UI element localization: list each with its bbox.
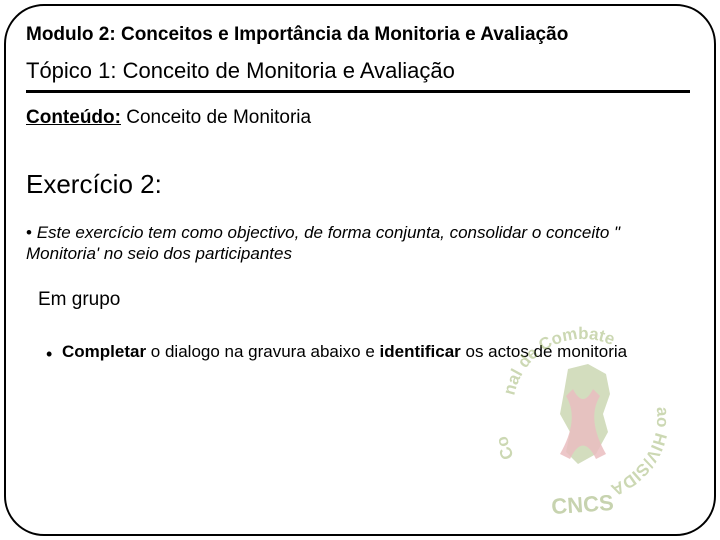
instruction-bold-2: identificar bbox=[380, 342, 461, 361]
arc-text-left: Co bbox=[492, 434, 518, 462]
content-value: Conceito de Monitoria bbox=[121, 107, 311, 128]
instruction-bold-1: Completar bbox=[62, 342, 146, 361]
instruction-end: os actos de monitoria bbox=[461, 342, 627, 361]
exercise-objective: • Este exercício tem como objectivo, de … bbox=[26, 222, 690, 265]
arc-text-right: ao HIV/SIDA bbox=[608, 406, 672, 499]
topic-heading: Tópico 1: Conceito de Monitoria e Avalia… bbox=[26, 58, 690, 93]
svg-text:Co: Co bbox=[492, 434, 518, 462]
svg-text:ao HIV/SIDA: ao HIV/SIDA bbox=[608, 406, 672, 499]
cncs-label: CNCS bbox=[551, 490, 615, 519]
bullet-prefix: • bbox=[26, 223, 37, 242]
module-title: Modulo 2: Conceitos e Importância da Mon… bbox=[26, 24, 690, 46]
content-heading: Conteúdo: Conceito de Monitoria bbox=[26, 107, 690, 129]
ribbon-icon bbox=[560, 389, 606, 459]
instruction-mid: o dialogo na gravura abaixo e bbox=[146, 342, 379, 361]
content-label: Conteúdo: bbox=[26, 107, 121, 128]
exercise-title: Exercício 2: bbox=[26, 169, 690, 200]
instruction-bullet: • Completar o dialogo na gravura abaixo … bbox=[62, 341, 690, 363]
objective-text: Este exercício tem como objectivo, de fo… bbox=[26, 223, 620, 263]
mozambique-map-icon bbox=[560, 364, 610, 464]
slide-frame: Modulo 2: Conceitos e Importância da Mon… bbox=[4, 4, 716, 536]
group-label: Em grupo bbox=[38, 289, 690, 311]
bullet-dot-icon: • bbox=[46, 343, 52, 366]
